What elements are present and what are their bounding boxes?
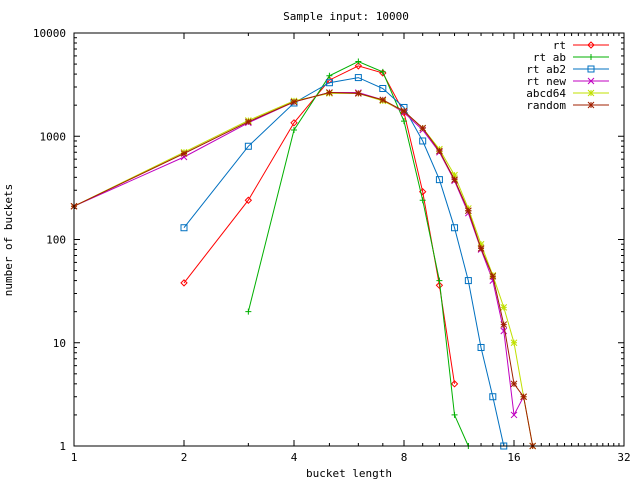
data-point [477,343,485,351]
series-abcd64 [70,90,537,450]
series-line [73,92,525,417]
y-tick-label: 1 [59,440,66,453]
legend-label: rt ab2 [526,63,566,76]
x-axis-label: bucket length [306,467,392,480]
data-point [180,224,188,232]
data-point [587,65,595,73]
data-point [587,77,595,85]
x-tick-label: 32 [617,451,630,464]
data-point [435,176,443,184]
data-point [435,281,444,290]
data-point [354,62,363,70]
data-point [419,137,427,145]
data-point [400,107,408,115]
data-point [326,89,333,96]
y-tick-label: 10 [53,337,66,350]
data-point [510,380,518,388]
data-point [477,245,485,252]
data-point [451,176,458,183]
data-point [500,304,508,311]
y-tick-label: 1000 [40,130,67,143]
x-tick-label: 16 [507,451,520,464]
plot-area [70,58,537,450]
legend-label: rt ab [533,51,566,64]
data-point [354,74,362,82]
legend-label: rt new [526,75,566,88]
data-point [510,339,518,347]
data-point [419,124,427,132]
chart-title: Sample input: 10000 [283,10,409,23]
series-line [73,92,534,447]
data-point [180,150,188,157]
data-point [451,411,458,418]
x-tick-label: 2 [181,451,188,464]
data-point [244,118,252,126]
data-point [245,308,252,315]
data-point [489,393,497,401]
data-point [244,196,253,204]
data-point [355,58,362,65]
data-point [500,321,508,328]
data-point [451,224,459,232]
data-point [401,118,407,125]
data-point [419,197,426,204]
data-point [379,85,387,93]
data-point [354,90,362,97]
data-point [436,277,443,284]
data-point [489,272,497,280]
data-point [587,89,595,97]
series-random [70,89,537,450]
data-point [500,327,508,335]
x-tick-label: 4 [291,451,298,464]
data-point [326,72,333,79]
x-tick-label: 1 [71,451,78,464]
data-point [464,277,472,285]
data-point [587,41,595,49]
data-point [587,101,595,109]
data-point [520,393,527,401]
series-line [247,60,469,447]
data-point [436,147,443,155]
legend-label: abcd64 [526,87,566,100]
y-tick-label: 10000 [33,27,66,40]
data-point [379,68,386,75]
data-point [290,98,298,106]
y-axis-label: number of buckets [2,184,15,297]
series-rt [180,62,459,388]
data-point [379,96,387,104]
series-line [183,65,455,384]
y-tick-label: 100 [46,234,66,247]
data-point [450,380,459,388]
data-point [290,119,298,127]
legend-label: random [526,99,566,112]
data-point [180,279,188,287]
data-point [244,142,252,150]
series-line [73,91,534,447]
data-point [464,207,472,215]
data-point [451,171,458,179]
series-line [183,77,505,447]
series-rt-new [70,89,527,419]
data-point [477,240,485,248]
data-point [510,411,518,419]
x-tick-label: 8 [401,451,408,464]
data-point [291,126,297,133]
data-point [588,54,594,60]
legend-label: rt [553,39,566,52]
data-point [325,79,333,87]
plot-frame [73,32,625,447]
series-rt-ab [245,58,472,449]
